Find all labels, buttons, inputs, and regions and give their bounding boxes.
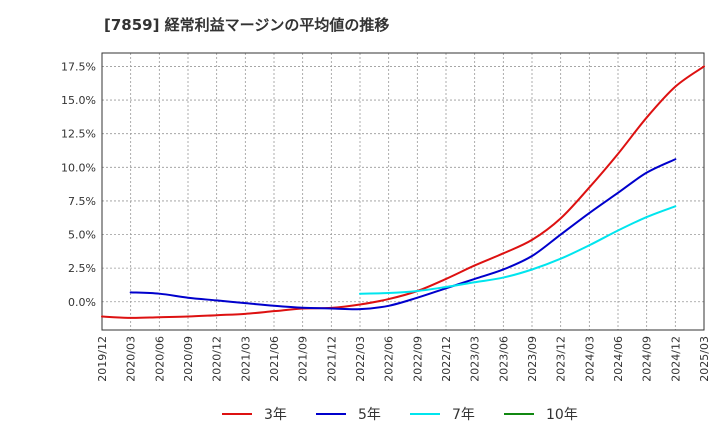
x-tick-label: 2024/09	[641, 336, 654, 382]
x-tick-label: 2020/12	[211, 336, 224, 382]
x-tick-label: 2020/03	[125, 336, 138, 382]
y-tick-label: 10.0%	[61, 161, 96, 174]
x-tick-label: 2021/03	[239, 336, 252, 382]
x-tick-label: 2021/09	[297, 336, 310, 382]
legend-label-3: 7年	[452, 407, 475, 423]
y-tick-label: 2.5%	[68, 262, 96, 275]
series-line-1	[101, 65, 705, 319]
x-tick-label: 2024/06	[612, 336, 625, 382]
x-tick-label: 2023/06	[497, 336, 510, 382]
x-tick-label: 2022/06	[383, 336, 396, 382]
series-line-2	[129, 158, 677, 311]
x-tick-label: 2019/12	[96, 336, 109, 382]
x-tick-label: 2024/03	[583, 336, 596, 382]
x-tick-label: 2024/12	[669, 336, 682, 382]
x-tick-label: 2023/12	[555, 336, 568, 382]
y-tick-label: 17.5%	[61, 60, 96, 73]
x-tick-label: 2021/12	[325, 336, 338, 382]
chart-title: [7859] 経常利益マージンの平均値の推移	[104, 16, 390, 34]
legend-label-2: 5年	[358, 407, 381, 423]
y-tick-label: 15.0%	[61, 94, 96, 107]
y-tick-label: 12.5%	[61, 128, 96, 141]
plot-frame	[101, 52, 705, 331]
legend-label-1: 3年	[264, 407, 287, 423]
x-tick-label: 2020/06	[153, 336, 166, 382]
y-tick-label: 5.0%	[68, 229, 96, 242]
plot-area	[102, 53, 704, 330]
x-tick-label: 2022/03	[354, 336, 367, 382]
series-line-3	[359, 205, 677, 295]
x-tick-label: 2023/09	[526, 336, 539, 382]
y-tick-label: 0.0%	[68, 296, 96, 309]
x-tick-label: 2021/06	[268, 336, 281, 382]
x-tick-label: 2022/12	[440, 336, 453, 382]
x-tick-label: 2020/09	[182, 336, 195, 382]
legend-label-4: 10年	[546, 407, 578, 423]
x-tick-label: 2023/03	[469, 336, 482, 382]
x-tick-label: 2022/09	[411, 336, 424, 382]
x-tick-label: 2025/03	[698, 336, 711, 382]
y-tick-label: 7.5%	[68, 195, 96, 208]
